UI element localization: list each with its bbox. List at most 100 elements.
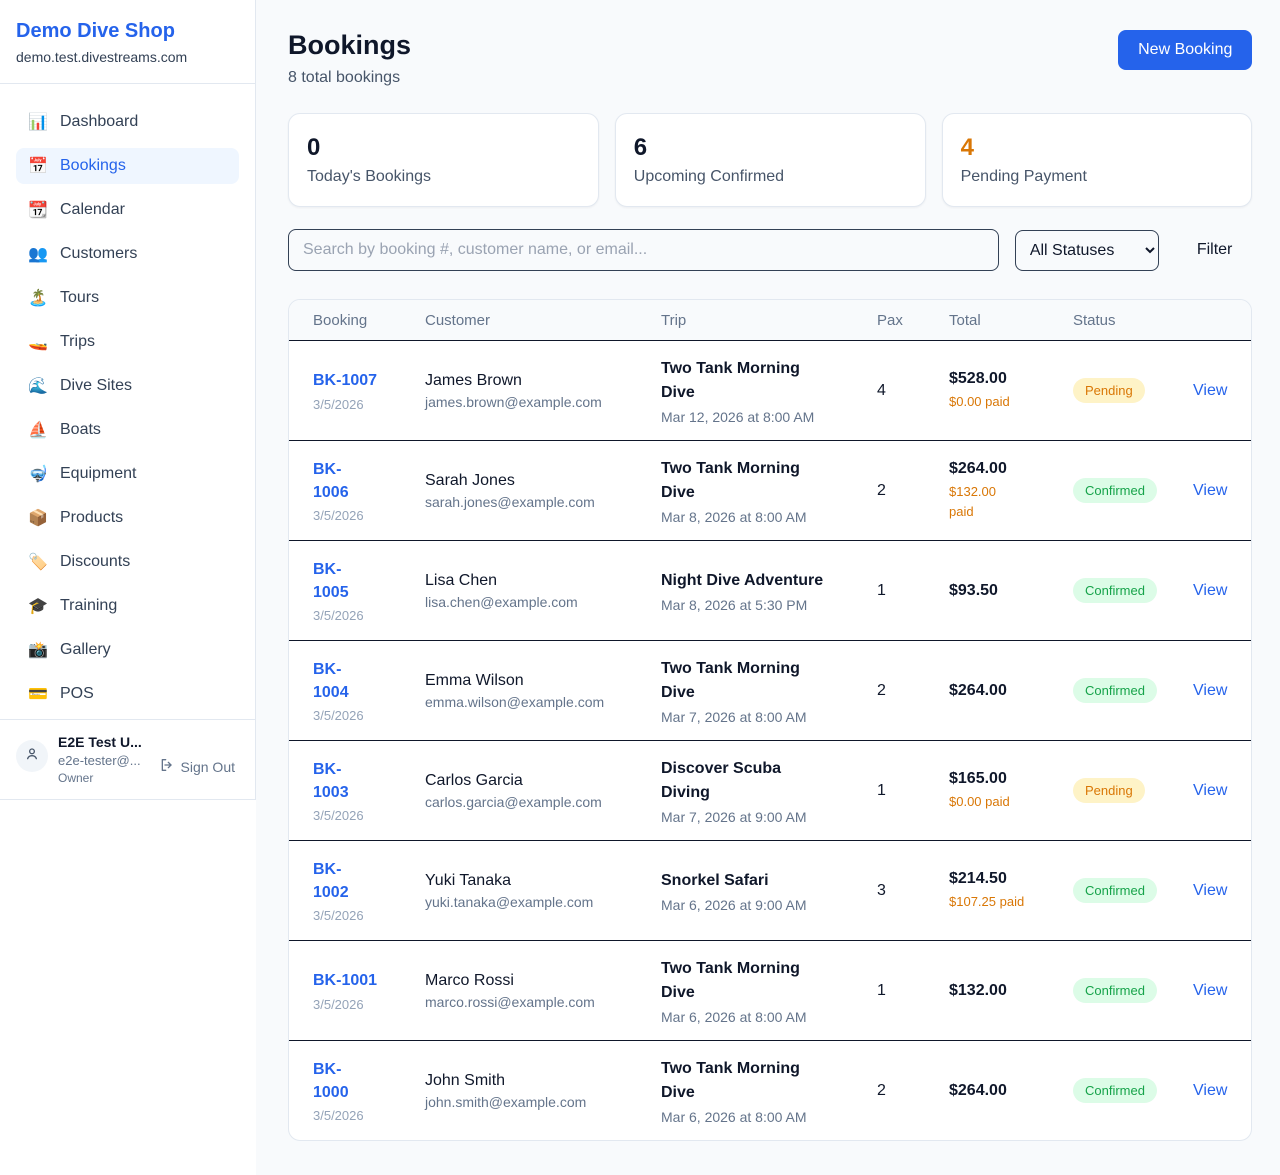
- sidebar-item-bookings[interactable]: 📅 Bookings: [16, 148, 239, 184]
- total-amount: $264.00: [949, 1081, 1007, 1099]
- boats-icon: ⛵: [28, 422, 48, 439]
- total-amount: $528.00: [949, 369, 1007, 387]
- booking-id-link[interactable]: BK- 1004: [313, 660, 349, 701]
- bookings-icon: 📅: [28, 158, 48, 175]
- view-link[interactable]: View: [1193, 1081, 1228, 1099]
- logout-icon: [159, 757, 175, 776]
- booking-id-link[interactable]: BK- 1006: [313, 460, 349, 501]
- total-amount: $214.50: [949, 869, 1007, 887]
- actions-cell: View: [1193, 882, 1227, 900]
- view-link[interactable]: View: [1193, 581, 1228, 599]
- customer-name: Emma Wilson: [425, 671, 524, 689]
- view-link[interactable]: View: [1193, 781, 1228, 799]
- shop-name: Demo Dive Shop: [16, 20, 175, 42]
- training-icon: 🎓: [28, 598, 48, 615]
- total-amount: $264.00: [949, 460, 1007, 477]
- sidebar-item-label: Dive Sites: [60, 377, 133, 394]
- sidebar-item-dashboard[interactable]: 📊 Dashboard: [16, 104, 239, 140]
- pax-value: 2: [877, 481, 886, 499]
- stat-label: Upcoming Confirmed: [633, 168, 785, 185]
- filter-row: All Statuses Filter: [288, 229, 1252, 271]
- customer-cell: Yuki Tanaka yuki.tanaka@example.com: [425, 872, 661, 910]
- booking-date: 3/5/2026: [313, 808, 364, 824]
- view-link[interactable]: View: [1193, 381, 1228, 399]
- sidebar-item-dive-sites[interactable]: 🌊 Dive Sites: [16, 368, 239, 404]
- column-header-customer: Customer: [425, 311, 491, 329]
- search-input[interactable]: [288, 229, 999, 271]
- booking-cell: BK-1007 3/5/2026: [313, 369, 425, 411]
- bookings-table: Booking Customer Trip Pax Total Status B…: [288, 299, 1253, 1141]
- sidebar-item-tours[interactable]: 🏝️ Tours: [16, 280, 239, 316]
- user-role: Owner: [58, 771, 94, 785]
- booking-cell: BK- 1005 3/5/2026: [313, 558, 425, 623]
- shop-domain: demo.test.divestreams.com: [16, 49, 188, 65]
- actions-cell: View: [1193, 982, 1227, 1000]
- trip-datetime: Mar 12, 2026 at 8:00 AM: [661, 408, 815, 425]
- pax-value: 1: [877, 781, 886, 799]
- person-icon: [24, 746, 40, 767]
- customer-cell: Sarah Jones sarah.jones@example.com: [425, 472, 661, 510]
- total-amount: $165.00: [949, 769, 1007, 787]
- trip-datetime: Mar 6, 2026 at 8:00 AM: [661, 1108, 807, 1125]
- sidebar-item-boats[interactable]: ⛵ Boats: [16, 412, 239, 448]
- trip-datetime: Mar 7, 2026 at 9:00 AM: [661, 808, 807, 825]
- booking-id-link[interactable]: BK- 1000: [313, 1060, 349, 1101]
- sidebar-item-training[interactable]: 🎓 Training: [16, 588, 239, 624]
- booking-id-link[interactable]: BK- 1005: [313, 560, 349, 601]
- customer-cell: John Smith john.smith@example.com: [425, 1072, 661, 1110]
- customer-email: yuki.tanaka@example.com: [425, 893, 594, 910]
- customer-email: lisa.chen@example.com: [425, 593, 578, 610]
- pos-icon: 💳: [28, 686, 48, 703]
- booking-date: 3/5/2026: [313, 708, 364, 724]
- customer-name: Yuki Tanaka: [425, 871, 511, 889]
- status-cell: Pending: [1073, 378, 1193, 403]
- sidebar-item-customers[interactable]: 👥 Customers: [16, 236, 239, 272]
- view-link[interactable]: View: [1193, 981, 1228, 999]
- booking-id-link[interactable]: BK-1007: [313, 372, 378, 390]
- table-row: BK-1007 3/5/2026 James Brown james.brown@ex…: [289, 340, 1252, 440]
- sidebar-item-discounts[interactable]: 🏷️ Discounts: [16, 544, 239, 580]
- view-link[interactable]: View: [1193, 481, 1228, 499]
- paid-amount: $0.00 paid: [949, 793, 1010, 809]
- booking-id-link[interactable]: BK- 1003: [313, 760, 349, 801]
- column-header-pax: Pax: [877, 311, 903, 329]
- sidebar-item-label: Calendar: [60, 201, 125, 218]
- main-content: Bookings 8 total bookings New Booking 0 T…: [256, 0, 1280, 1175]
- stat-value: 6: [633, 134, 648, 161]
- sidebar-item-label: Customers: [60, 245, 138, 262]
- sidebar: Demo Dive Shop demo.test.divestreams.com…: [0, 0, 256, 800]
- sidebar-item-equipment[interactable]: 🤿 Equipment: [16, 456, 239, 492]
- stat-card-pending-payment: 4 Pending Payment: [941, 113, 1253, 207]
- trip-datetime: Mar 8, 2026 at 5:30 PM: [661, 596, 808, 613]
- sidebar-item-label: Discounts: [60, 553, 131, 570]
- booking-id-link[interactable]: BK- 1002: [313, 860, 349, 901]
- sidebar-item-calendar[interactable]: 📆 Calendar: [16, 192, 239, 228]
- total-amount: $132.00: [949, 981, 1007, 999]
- stats-row: 0 Today's Bookings 6 Upcoming Confirmed 4 Pen…: [288, 113, 1253, 207]
- trip-cell: Two Tank Morning Dive Mar 6, 2026 at 8:00…: [661, 957, 877, 1025]
- booking-id-link[interactable]: BK-1001: [313, 972, 378, 990]
- sidebar-item-label: Dashboard: [60, 113, 139, 130]
- new-booking-button[interactable]: New Booking: [1118, 30, 1253, 70]
- trip-name: Two Tank Morning Dive: [661, 359, 800, 401]
- page-subtitle: 8 total bookings: [288, 69, 401, 86]
- sidebar-item-gallery[interactable]: 📸 Gallery: [16, 632, 239, 668]
- view-link[interactable]: View: [1193, 881, 1228, 899]
- stat-value: 4: [960, 134, 974, 161]
- dive-sites-icon: 🌊: [28, 378, 48, 395]
- trip-name: Two Tank Morning Dive: [661, 1059, 800, 1101]
- trip-name: Two Tank Morning Dive: [661, 959, 800, 1001]
- status-badge: Pending: [1073, 378, 1145, 403]
- trip-datetime: Mar 6, 2026 at 8:00 AM: [661, 1008, 807, 1025]
- discounts-icon: 🏷️: [28, 554, 48, 571]
- sign-out-button[interactable]: Sign Out: [153, 756, 241, 777]
- sidebar-item-trips[interactable]: 🚤 Trips: [16, 324, 239, 360]
- sidebar-item-pos[interactable]: 💳 POS: [16, 676, 239, 712]
- filter-button[interactable]: Filter: [1191, 240, 1239, 260]
- stat-card-todays-bookings: 0 Today's Bookings: [288, 113, 599, 207]
- sidebar-item-products[interactable]: 📦 Products: [16, 500, 239, 536]
- booking-date: 3/5/2026: [313, 508, 364, 524]
- status-filter-select[interactable]: All Statuses: [1014, 229, 1159, 271]
- view-link[interactable]: View: [1193, 681, 1228, 699]
- trips-icon: 🚤: [28, 334, 48, 351]
